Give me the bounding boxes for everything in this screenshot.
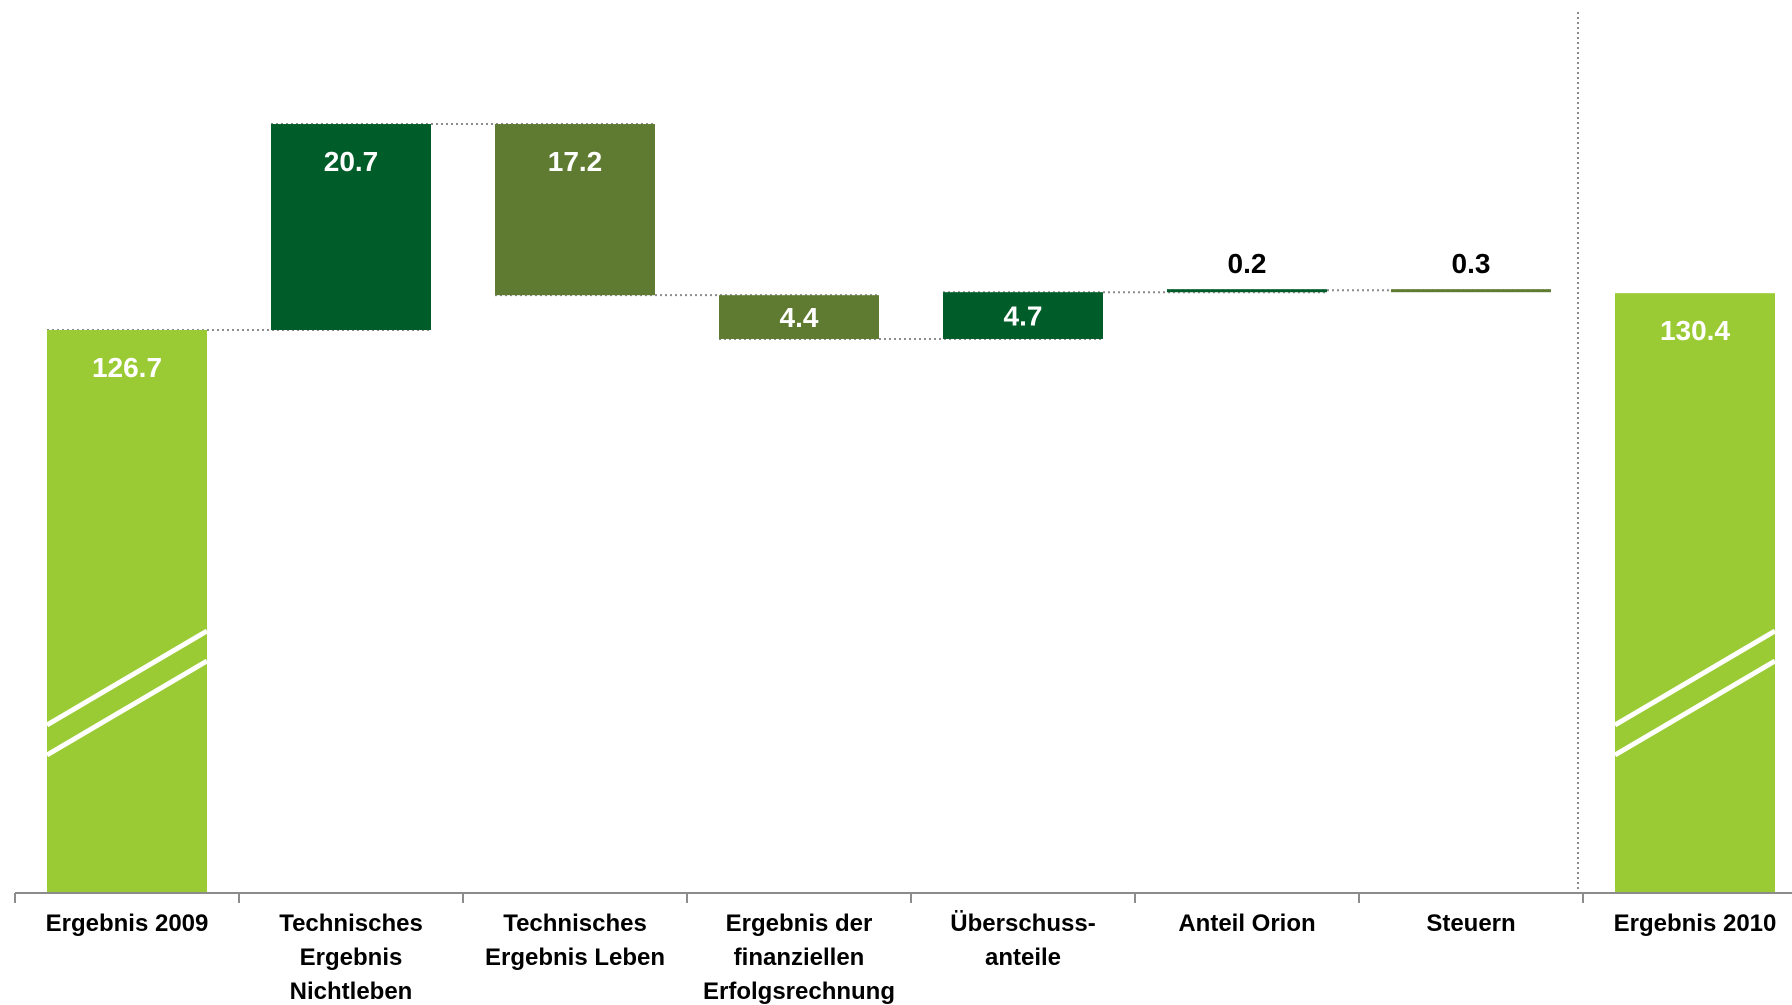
category-label-0-0: Ergebnis 2009 <box>46 910 209 937</box>
bars <box>47 124 1775 893</box>
category-label-5-0: Anteil Orion <box>1178 910 1315 937</box>
bar-6 <box>1391 289 1551 293</box>
value-labels: 126.7 20.7 17.2 4.4 4.7 0.2 0.3 130.4 <box>92 146 1730 383</box>
category-label-3-1: finanziellen <box>734 944 865 971</box>
category-label-3-2: Erfolgsrechnung <box>703 978 895 1005</box>
axis-break-line-0-1 <box>45 658 209 758</box>
value-label-1: 20.7 <box>324 146 379 177</box>
category-label-7-0: Ergebnis 2010 <box>1614 910 1777 937</box>
value-label-2: 17.2 <box>548 146 603 177</box>
value-label-4: 4.7 <box>1004 301 1043 332</box>
value-label-0: 126.7 <box>92 352 162 383</box>
category-label-1-0: Technisches <box>279 910 423 937</box>
value-label-3: 4.4 <box>780 302 819 333</box>
bar-1 <box>271 124 431 330</box>
axis-break-line-7-1 <box>1613 658 1777 758</box>
axis-break-marks <box>45 628 1777 758</box>
category-label-2-0: Technisches <box>503 910 647 937</box>
bar-5 <box>1167 289 1327 293</box>
bar-2 <box>495 124 655 296</box>
axis-break-line-0-0 <box>45 628 209 728</box>
x-axis <box>14 12 1792 903</box>
value-label-6: 0.3 <box>1452 248 1491 279</box>
category-label-1-2: Nichtleben <box>290 978 413 1005</box>
category-label-4-1: anteile <box>985 944 1061 971</box>
bar-7 <box>1615 293 1775 893</box>
category-labels: Ergebnis 2009 Technisches Ergebnis Nichtleb… <box>46 910 1777 1005</box>
category-label-6-0: Steuern <box>1426 910 1515 937</box>
category-label-3-0: Ergebnis der <box>726 910 873 937</box>
value-label-5: 0.2 <box>1228 248 1267 279</box>
category-label-2-1: Ergebnis Leben <box>485 944 665 971</box>
category-label-4-0: Überschuss- <box>950 910 1095 937</box>
category-label-1-1: Ergebnis <box>300 944 403 971</box>
bar-0 <box>47 330 207 893</box>
bar-3 <box>719 295 879 339</box>
value-label-7: 130.4 <box>1660 315 1730 346</box>
bar-4 <box>943 292 1103 339</box>
axis-break-line-7-0 <box>1613 628 1777 728</box>
